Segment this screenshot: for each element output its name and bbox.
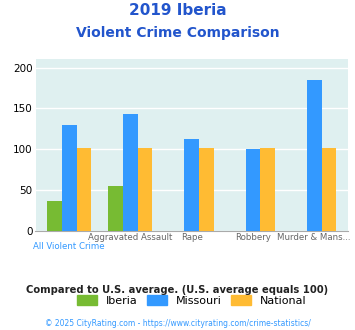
Bar	[322, 148, 336, 231]
Text: All Violent Crime: All Violent Crime	[33, 242, 105, 250]
Text: Rape: Rape	[181, 233, 203, 242]
Text: Aggravated Assault: Aggravated Assault	[88, 233, 173, 242]
Bar	[123, 114, 138, 231]
Text: Violent Crime Comparison: Violent Crime Comparison	[76, 26, 279, 40]
Text: © 2025 CityRating.com - https://www.cityrating.com/crime-statistics/: © 2025 CityRating.com - https://www.city…	[45, 319, 310, 328]
Text: 2019 Iberia: 2019 Iberia	[129, 3, 226, 18]
Bar	[108, 186, 123, 231]
Bar	[138, 148, 153, 231]
Bar	[47, 201, 62, 231]
Bar	[199, 148, 214, 231]
Bar	[246, 149, 260, 231]
Bar	[184, 140, 199, 231]
Legend: Iberia, Missouri, National: Iberia, Missouri, National	[77, 295, 306, 306]
Bar	[307, 80, 322, 231]
Text: Murder & Mans...: Murder & Mans...	[278, 233, 351, 242]
Text: Compared to U.S. average. (U.S. average equals 100): Compared to U.S. average. (U.S. average …	[26, 285, 329, 295]
Text: Robbery: Robbery	[235, 233, 271, 242]
Bar	[77, 148, 91, 231]
Bar	[260, 148, 275, 231]
Bar	[62, 125, 77, 231]
